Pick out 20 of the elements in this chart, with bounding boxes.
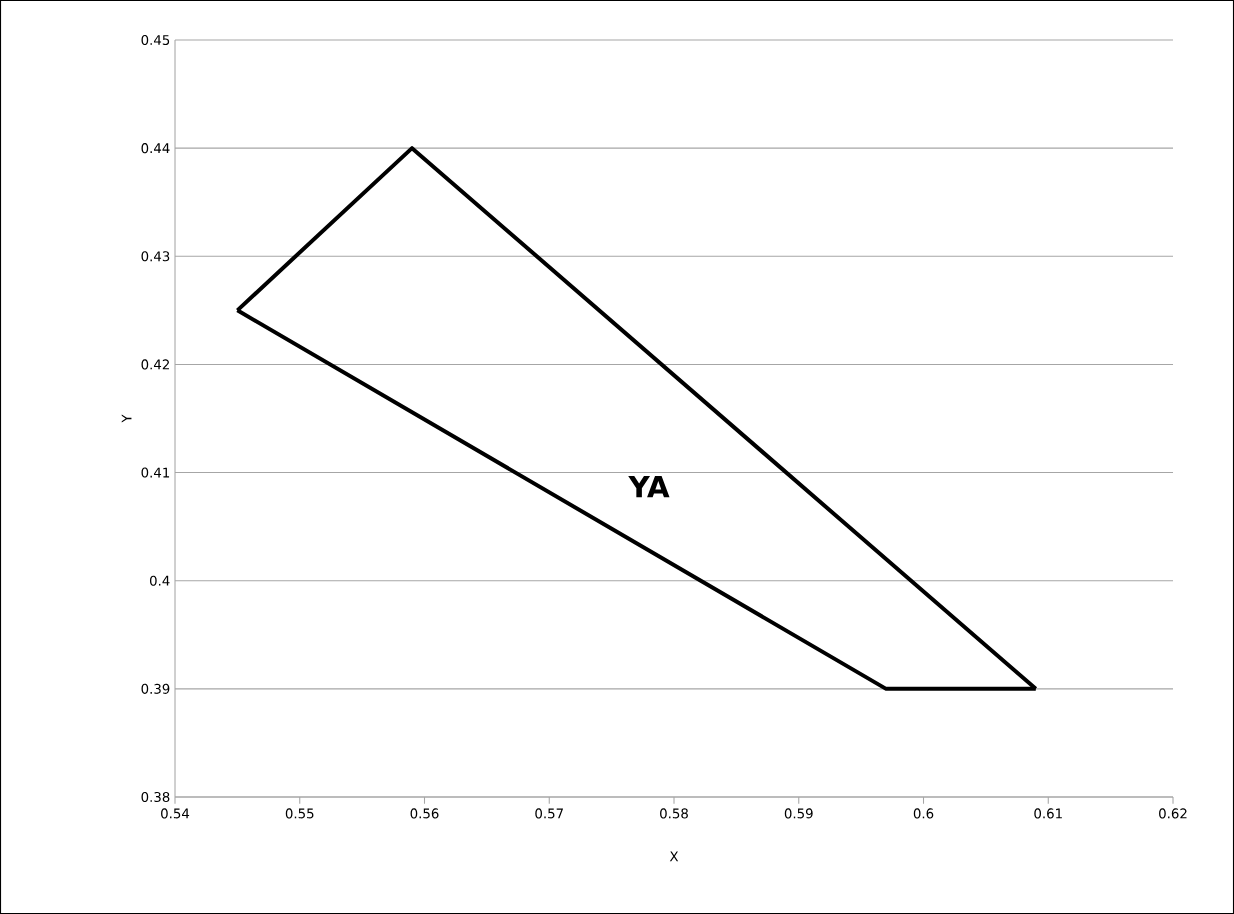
y-tick-label: 0.38 xyxy=(141,791,170,803)
y-axis-title: Y xyxy=(121,414,132,423)
y-tick-label: 0.4 xyxy=(149,575,170,586)
x-tick-label: 0.59 xyxy=(784,808,813,819)
y-tick-label: 0.44 xyxy=(141,143,170,154)
y-tick-label: 0.43 xyxy=(141,251,170,262)
x-tick-label: 0.56 xyxy=(410,808,439,819)
x-axis-title: X xyxy=(669,851,679,862)
y-tick-label: 0.39 xyxy=(141,683,170,694)
y-tick-label: 0.42 xyxy=(141,359,169,370)
x-tick-label: 0.54 xyxy=(161,808,190,819)
x-tick-label: 0.62 xyxy=(1159,808,1187,819)
x-tick-label: 0.6 xyxy=(913,808,934,819)
y-tick-label: 0.41 xyxy=(141,467,170,478)
x-tick-label: 0.61 xyxy=(1034,808,1062,819)
y-tick-label: 0.45 xyxy=(141,34,170,46)
annotation: YA xyxy=(628,475,670,498)
x-tick-label: 0.57 xyxy=(535,808,563,819)
x-tick-label: 0.55 xyxy=(285,808,314,819)
x-tick-label: 0.58 xyxy=(660,808,688,819)
